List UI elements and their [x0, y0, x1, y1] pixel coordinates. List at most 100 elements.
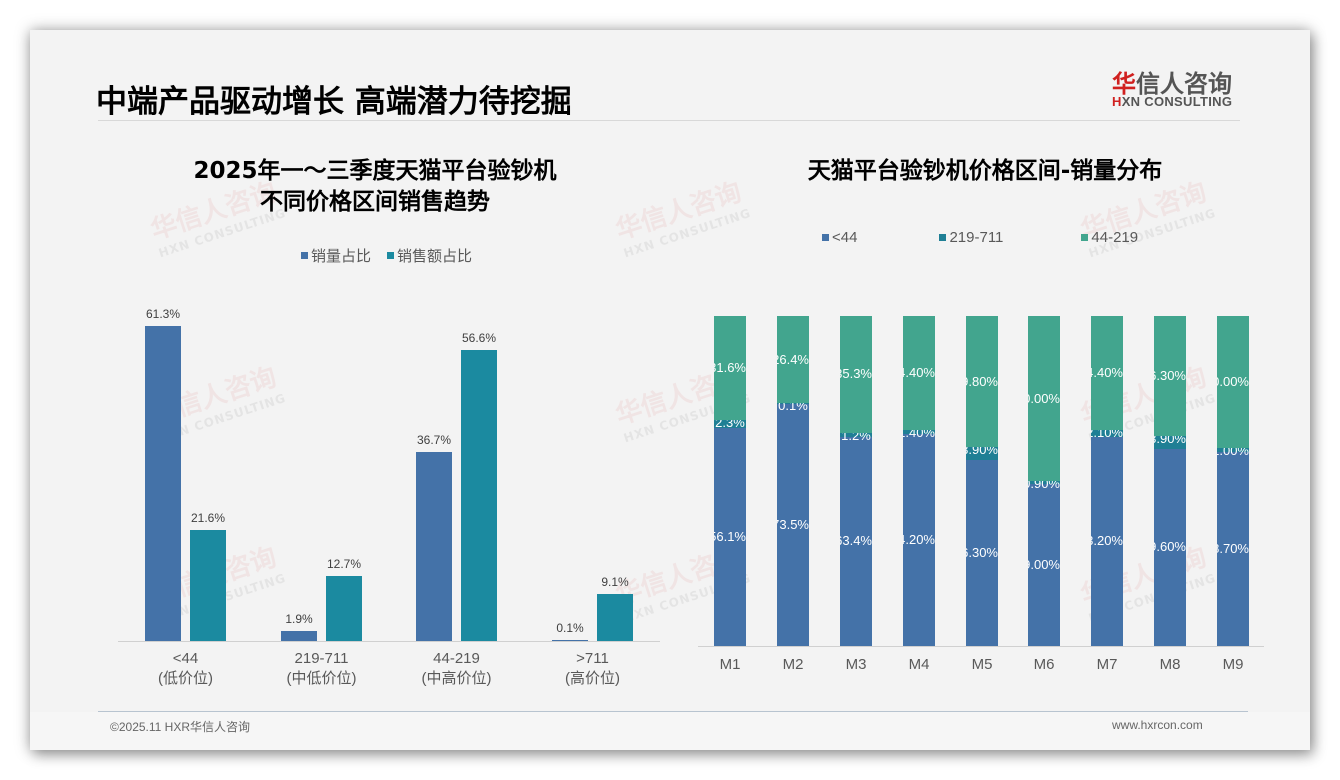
stack-segment-mid	[840, 432, 872, 437]
segment-value-label: 56.1%	[714, 528, 746, 544]
segment-value-label: 9.80%	[966, 373, 998, 389]
footer-divider	[98, 711, 1248, 712]
footer-copyright: ©2025.11 HXR华信人咨询	[110, 720, 250, 734]
bar-value-label: 9.1%	[601, 575, 629, 590]
x-axis-label-tier: (高价位)	[565, 670, 620, 687]
x-axis-label: 44-219 (中高价位)	[397, 649, 517, 689]
x-axis-label: >711 (高价位)	[533, 649, 653, 689]
segment-value-label: 6.30%	[1154, 368, 1186, 383]
segment-value-label: 4.40%	[1091, 364, 1123, 380]
legend-swatch-blue	[822, 234, 829, 241]
stack-segment-high	[714, 316, 746, 421]
stack-segment-high	[777, 316, 809, 404]
left-chart-title: 2025年一～三季度天猫平台验钞机 不同价格区间销售趋势	[120, 156, 630, 218]
legend-label: 219-711	[949, 229, 1004, 246]
legend-label: 销量占比	[311, 248, 372, 265]
segment-value-label: 6.30%	[966, 545, 998, 561]
stack-segment-low	[1028, 484, 1060, 646]
x-axis-label: <44 (低价位)	[126, 649, 246, 689]
logo-subtitle: HXN CONSULTING	[1112, 94, 1232, 109]
stack-segment-mid	[1091, 429, 1123, 437]
x-axis-label-range: <44	[172, 650, 199, 667]
legend-swatch-teal	[387, 252, 395, 259]
segment-value-label: 0.00%	[1217, 374, 1249, 390]
footer	[30, 712, 1310, 750]
bar-sales	[461, 350, 497, 641]
bar-value-label: 56.6%	[461, 331, 497, 346]
segment-value-label: 8.70%	[1217, 540, 1249, 556]
stack-segment-low	[840, 436, 872, 646]
title-divider	[98, 120, 1240, 121]
x-axis-label-range: >711	[576, 650, 609, 667]
stack-segment-mid	[966, 447, 998, 461]
stack-segment-mid	[1217, 448, 1249, 452]
segment-value-label: 0.00%	[1028, 390, 1060, 406]
stack-segment-low	[1154, 448, 1186, 646]
bar-volume	[416, 452, 452, 641]
legend-swatch-teal	[939, 234, 947, 241]
bar-value-label: 61.3%	[145, 306, 181, 321]
stack-segment-low	[714, 427, 746, 646]
bar-volume	[145, 325, 181, 641]
bar-value-label: 12.7%	[326, 556, 362, 571]
stack-segment-high	[1154, 316, 1186, 437]
bar-value-label: 1.9%	[285, 612, 313, 627]
stack-segment-low	[966, 460, 998, 646]
right-chart-x-axis	[698, 646, 1264, 647]
bar-volume	[552, 639, 588, 641]
legend-item-low: <44	[822, 229, 857, 246]
stack-segment-mid	[1154, 436, 1186, 449]
stack-segment-high	[1028, 316, 1060, 482]
right-chart-legend: <44 219-711 44-219	[822, 229, 1138, 246]
logo-subtitle-mark: H	[1112, 94, 1122, 109]
page-title: 中端产品驱动增长 高端潜力待挖掘	[96, 84, 572, 120]
left-chart-title-line1: 2025年一～三季度天猫平台验钞机	[193, 158, 557, 184]
bar-sales	[597, 594, 633, 641]
legend-item-mid: 219-711	[939, 229, 1003, 246]
bar-value-label: 21.6%	[190, 510, 226, 525]
segment-value-label: 31.6%	[714, 360, 746, 376]
legend-swatch-blue	[301, 252, 308, 259]
stack-segment-high	[903, 316, 935, 430]
legend-swatch-green	[1081, 234, 1089, 241]
stack-segment-low	[903, 434, 935, 646]
left-chart-x-axis	[118, 641, 660, 642]
x-axis-label-tier: (低价位)	[158, 670, 213, 687]
left-chart-title-line2: 不同价格区间销售趋势	[260, 189, 490, 215]
x-axis-label: M8	[1159, 656, 1181, 673]
bar-volume	[281, 631, 317, 641]
x-axis-label: 219-711 (中低价位)	[262, 649, 382, 689]
segment-value-label: 4.40%	[903, 364, 935, 380]
bar-sales	[190, 529, 226, 641]
x-axis-label: M9	[1222, 656, 1244, 673]
stack-segment-high	[840, 316, 872, 433]
x-axis-label-range: 219-711	[294, 650, 349, 667]
legend-label: 销售额占比	[397, 248, 473, 265]
x-axis-label: M4	[908, 656, 930, 673]
legend-label: <44	[832, 229, 858, 246]
stack-segment-mid	[903, 429, 935, 435]
bar-value-label: 0.1%	[556, 620, 584, 635]
right-chart-title: 天猫平台验钞机价格区间-销量分布	[807, 158, 1163, 184]
stack-segment-mid	[714, 420, 746, 428]
legend-item-sales: 销售额占比	[387, 245, 472, 266]
legend-item-high: 44-219	[1081, 229, 1138, 246]
x-axis-label-tier: (中高价位)	[421, 670, 492, 687]
segment-value-label: 3.20%	[1091, 533, 1123, 549]
footer-website: www.hxrcon.com	[1112, 718, 1203, 732]
segment-value-label: 26.4%	[777, 351, 809, 367]
legend-item-volume: 销量占比	[301, 245, 371, 266]
x-axis-label: M3	[845, 656, 867, 673]
bar-value-label: 36.7%	[416, 433, 452, 448]
segment-value-label: 63.4%	[840, 533, 872, 549]
segment-value-label: 35.3%	[840, 366, 872, 382]
stack-segment-low	[1091, 436, 1123, 646]
segment-value-label: 9.60%	[1154, 539, 1186, 555]
x-axis-label: M5	[971, 656, 993, 673]
stack-segment-high	[1217, 316, 1249, 449]
stack-segment-low	[777, 403, 809, 646]
segment-value-label: 9.00%	[1028, 557, 1060, 573]
stack-segment-high	[966, 316, 998, 448]
x-axis-label: M7	[1096, 656, 1118, 673]
x-axis-label: M2	[782, 656, 804, 673]
